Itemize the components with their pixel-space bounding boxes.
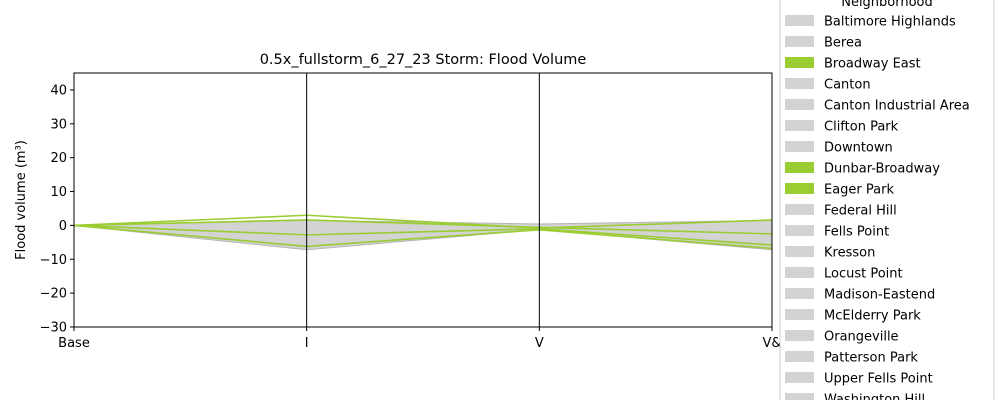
legend-label: Clifton Park: [824, 120, 899, 135]
legend-swatch: [785, 246, 814, 257]
legend-item: Kresson: [785, 246, 875, 261]
legend-label: Broadway East: [824, 57, 921, 72]
legend-item: Madison-Eastend: [785, 288, 935, 303]
y-tick-label: 0: [59, 219, 67, 234]
legend-label: Berea: [824, 36, 862, 51]
legend-title: Neighborhood: [841, 0, 933, 10]
axis-vertical-lines: [306, 73, 540, 327]
legend-item: Patterson Park: [785, 351, 918, 366]
chart-title: 0.5x_fullstorm_6_27_23 Storm: Flood Volu…: [260, 52, 587, 68]
legend-item: Federal Hill: [785, 204, 897, 219]
legend-label: Fells Point: [824, 225, 889, 240]
series-line-1: [73, 214, 773, 229]
legend-swatch: [785, 372, 814, 383]
series-line-4: [73, 224, 773, 250]
plot-area: [73, 72, 773, 328]
x-tick-label: Base: [58, 336, 90, 351]
legend-label: Baltimore Highlands: [824, 15, 956, 30]
legend-swatch: [785, 330, 814, 341]
y-tick-label: 30: [50, 117, 67, 132]
legend-item: Canton Industrial Area: [785, 99, 970, 114]
legend-label: Canton Industrial Area: [824, 99, 970, 114]
legend-item: McElderry Park: [785, 309, 921, 324]
legend-label: Kresson: [824, 246, 875, 261]
legend-label: Orangeville: [824, 330, 899, 345]
series-line-2: [73, 219, 773, 235]
y-tick-label: −30: [40, 321, 67, 336]
legend-label: Patterson Park: [824, 351, 918, 366]
legend-item: Broadway East: [785, 57, 921, 72]
legend-swatch: [785, 393, 814, 400]
y-tick-label: 10: [50, 185, 67, 200]
legend-item: Clifton Park: [785, 120, 899, 135]
legend-item: Eager Park: [785, 183, 894, 198]
legend-swatch: [785, 183, 814, 194]
y-tick-label: 20: [50, 151, 67, 166]
legend-label: Locust Point: [824, 267, 903, 282]
legend-item: Dunbar-Broadway: [785, 162, 940, 177]
legend-swatch: [785, 141, 814, 152]
legend-item: Baltimore Highlands: [785, 15, 956, 30]
legend-item: Downtown: [785, 141, 893, 156]
legend-box: [779, 0, 995, 400]
y-tick-label: −10: [40, 253, 67, 268]
legend-item: Berea: [785, 36, 862, 51]
legend-swatch: [785, 288, 814, 299]
legend-swatch: [785, 78, 814, 89]
legend-label: McElderry Park: [824, 309, 921, 324]
legend-entries: Baltimore Highlands Berea Broadway East Can…: [785, 15, 970, 400]
legend-label: Downtown: [824, 141, 893, 156]
x-tick-label: V: [535, 336, 544, 351]
legend-label: Dunbar-Broadway: [824, 162, 940, 177]
x-axis: Base I V V&: [58, 327, 782, 351]
legend: Neighborhood Baltimore Highlands Berea Bro…: [779, 0, 995, 400]
x-tick-label: I: [305, 336, 309, 351]
legend-swatch: [785, 36, 814, 47]
legend-label: Washington Hill: [824, 393, 925, 400]
y-axis-label: Flood volume (m³): [14, 140, 29, 260]
x-tick-label: V&: [762, 336, 781, 351]
legend-swatch: [785, 120, 814, 131]
legend-label: Eager Park: [824, 183, 894, 198]
y-tick-label: 40: [50, 83, 67, 98]
legend-swatch: [785, 57, 814, 68]
legend-label: Upper Fells Point: [824, 372, 933, 387]
y-tick-label: −20: [40, 287, 67, 302]
series-line-3: [73, 224, 773, 246]
legend-swatch: [785, 99, 814, 110]
legend-item: Locust Point: [785, 267, 903, 282]
legend-item: Upper Fells Point: [785, 372, 933, 387]
legend-item: Washington Hill: [785, 393, 925, 400]
y-axis: −30 −20 −10 0 10 20 30 40: [40, 83, 74, 336]
legend-swatch: [785, 162, 814, 173]
legend-label: Canton: [824, 78, 871, 93]
legend-swatch: [785, 204, 814, 215]
legend-swatch: [785, 225, 814, 236]
plot-frame: [73, 72, 773, 328]
legend-item: Orangeville: [785, 330, 899, 345]
legend-swatch: [785, 351, 814, 362]
legend-label: Federal Hill: [824, 204, 897, 219]
legend-swatch: [785, 309, 814, 320]
legend-swatch: [785, 15, 814, 26]
legend-item: Fells Point: [785, 225, 889, 240]
series-lines: [73, 214, 773, 250]
legend-item: Canton: [785, 78, 871, 93]
legend-label: Madison-Eastend: [824, 288, 935, 303]
legend-swatch: [785, 267, 814, 278]
